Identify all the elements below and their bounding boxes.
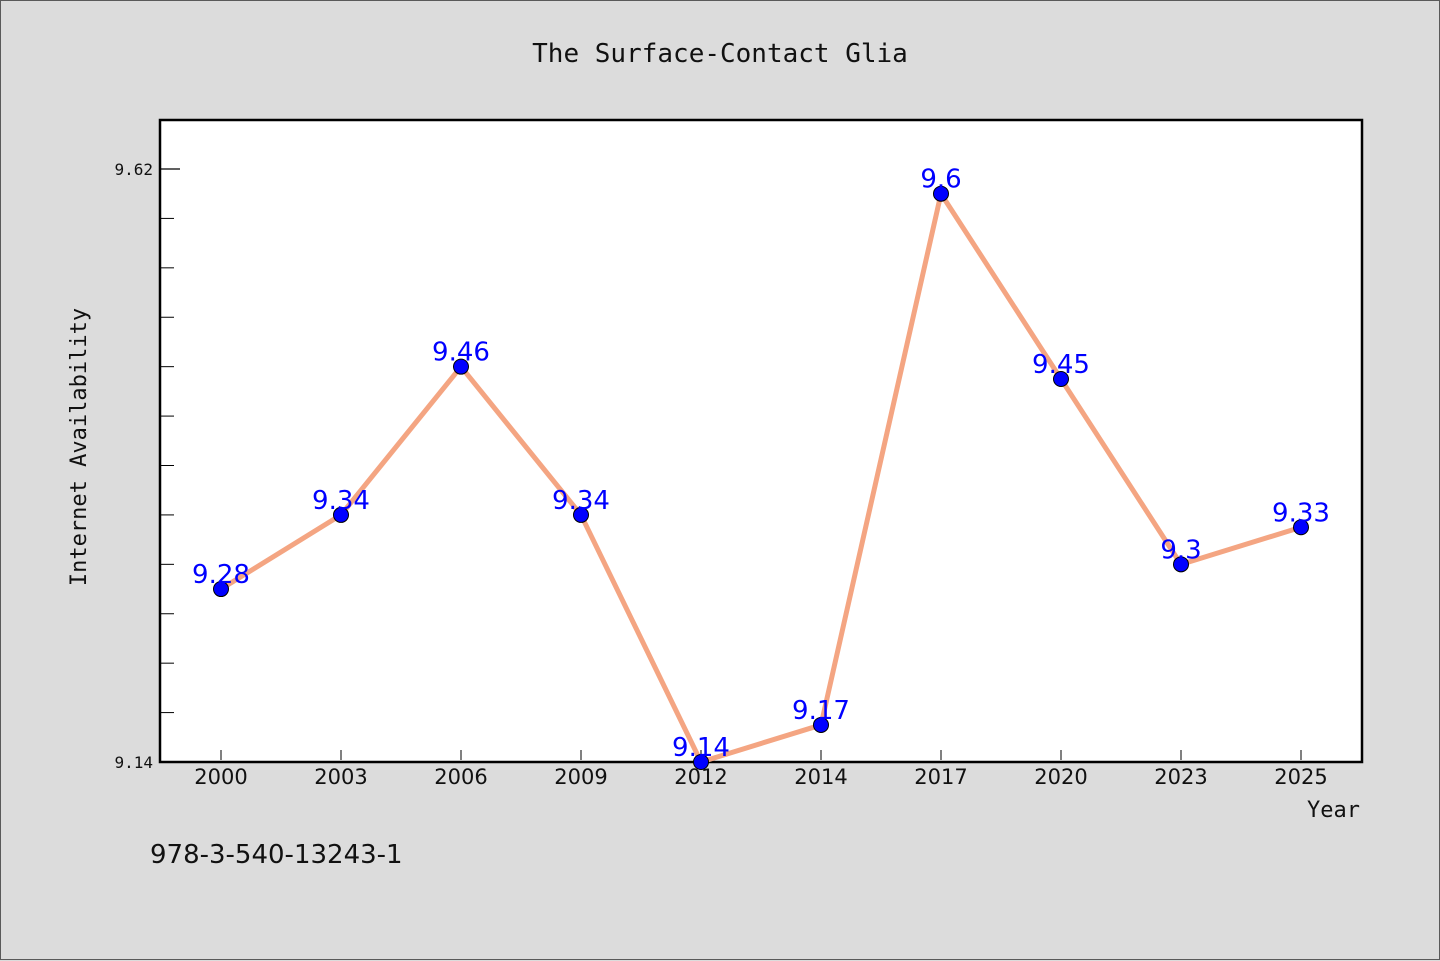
- data-point: [693, 754, 709, 770]
- y-axis-ticks: 9.14 9.62: [114, 160, 180, 772]
- data-point: [573, 506, 589, 523]
- data-point: [1173, 556, 1189, 573]
- data-label: 9.6: [920, 165, 961, 195]
- y-tick-label: 9.14: [114, 753, 153, 772]
- data-markers: [213, 185, 1309, 770]
- data-point: [453, 358, 469, 375]
- x-axis-title: Year: [1307, 798, 1360, 823]
- series-line: [218, 191, 1304, 765]
- x-tick-label: 2023: [1154, 765, 1207, 789]
- x-tick-label: 2009: [554, 765, 607, 789]
- y-tick-label: 9.62: [114, 160, 153, 179]
- data-label: 9.33: [1272, 498, 1330, 528]
- data-label: 9.14: [672, 733, 730, 763]
- x-tick-label: 2020: [1034, 765, 1087, 789]
- data-label: 9.28: [192, 560, 250, 590]
- data-label: 9.17: [792, 696, 850, 726]
- data-label: 9.46: [432, 338, 490, 368]
- data-label: 9.3: [1160, 535, 1201, 565]
- plot-area: [158, 118, 1364, 764]
- data-point: [213, 581, 229, 598]
- y-axis-title: Internet Availability: [67, 308, 92, 586]
- x-tick-label: 2017: [914, 765, 967, 789]
- data-point: [933, 185, 949, 202]
- data-label: 9.34: [552, 486, 610, 516]
- data-label: 9.45: [1032, 350, 1090, 380]
- data-point: [1053, 371, 1069, 388]
- chart-title: The Surface-Contact Glia: [532, 39, 908, 69]
- data-labels: 9.28 9.34 9.46 9.34 9.14 9.17 9.6 9.45 9.3 9.33: [192, 165, 1330, 763]
- isbn-text: 978-3-540-13243-1: [150, 840, 403, 870]
- data-label: 9.34: [312, 486, 370, 516]
- x-tick-label: 2014: [794, 765, 847, 789]
- x-tick-label: 2025: [1274, 765, 1327, 789]
- x-axis-ticks: 2000 2003 2006 2009 2012 2014 2017 2020 2023 2025: [194, 750, 1328, 789]
- x-tick-label: 2003: [314, 765, 367, 789]
- data-point: [333, 506, 349, 523]
- x-tick-label: 2000: [194, 765, 247, 789]
- x-tick-label: 2006: [434, 765, 487, 789]
- data-point: [1293, 519, 1309, 536]
- data-point: [813, 716, 829, 733]
